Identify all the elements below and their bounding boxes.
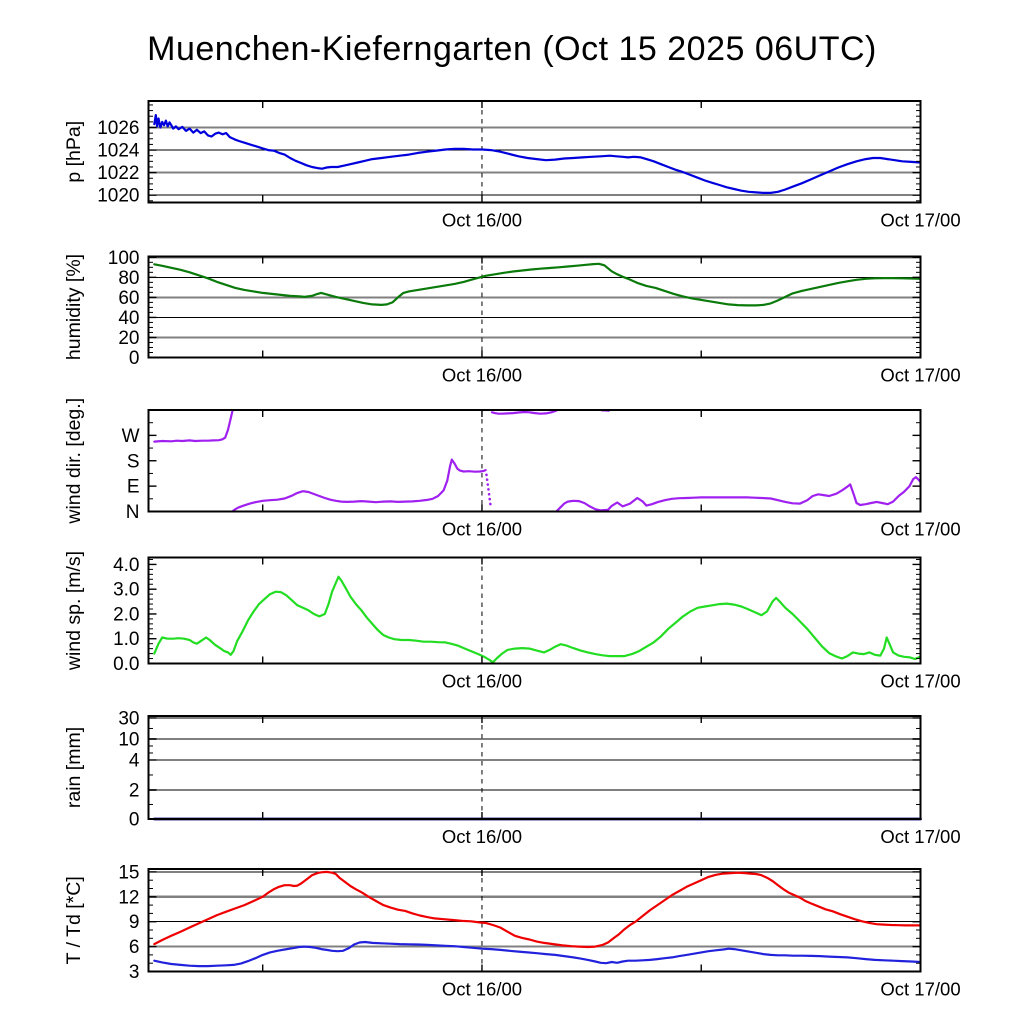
wind-direction-series-seg4 [555,476,922,512]
dewpoint-series [153,940,922,968]
ytick-label-temperature-15: 15 [118,862,139,883]
ytick-label-temperature-12: 12 [118,887,139,908]
ytick-label-wind-speed-0.0: 0.0 [113,654,139,675]
wind-direction-series-seg1 [231,458,487,513]
ytick-label-wind-speed-3.0: 3.0 [113,580,139,601]
wind-direction-series-seg0 [153,409,234,443]
ytick-label-humidity-20: 20 [118,328,139,349]
panel-border-temperature [147,868,922,973]
ytick-label-wind-direction-S: S [127,451,140,472]
panel-border-wind-speed [147,556,922,665]
humidity-series [153,262,922,307]
panel-border-pressure [147,100,922,204]
xtick-label-rain: Oct 17/00 [880,826,960,847]
xtick-label-temperature: Oct 17/00 [880,979,960,1000]
ytick-label-wind-direction-E: E [127,477,140,498]
ytick-label-temperature-3: 3 [129,962,140,983]
xtick-label-pressure: Oct 17/00 [880,210,960,231]
ytick-label-wind-speed-4.0: 4.0 [113,555,139,576]
wind-direction-series-seg3 [490,409,559,415]
ytick-label-wind-direction-W: W [122,426,140,447]
wind-speed-series [153,575,922,664]
chart-title: Muenchen-Kieferngarten (Oct 15 2025 06UT… [147,30,877,68]
panel-temperature: 3 6 9 12 15 Oct 16/00 Oct 17/00 T / Td [*C] [63,862,961,999]
panel-border-wind-direction [147,409,922,513]
ytick-label-humidity-80: 80 [118,268,139,289]
ylabel-pressure: p [hPa] [63,121,85,183]
xtick-label-wind-direction: Oct 17/00 [880,519,960,540]
ytick-label-temperature-9: 9 [129,912,140,933]
ylabel-rain: rain [mm] [63,727,85,808]
ytick-label-temperature-6: 6 [129,937,140,958]
ytick-label-rain-0: 0 [129,810,140,831]
xtick-label-temperature: Oct 16/00 [442,979,522,1000]
ytick-label-pressure-1026: 1026 [97,118,139,139]
ylabel-temperature: T / Td [*C] [63,876,85,964]
ylabel-humidity: humidity [%] [63,254,85,360]
xtick-label-wind-speed: Oct 16/00 [442,671,522,692]
ylabel-wind-speed: wind sp. [m/s] [63,551,85,671]
ytick-label-pressure-1024: 1024 [97,141,140,162]
xtick-label-rain: Oct 16/00 [442,826,522,847]
ytick-label-humidity-40: 40 [118,308,139,329]
ytick-label-wind-speed-2.0: 2.0 [113,604,139,625]
ytick-label-wind-speed-1.0: 1.0 [113,629,139,650]
panel-wind-speed: 0.0 1.0 2.0 3.0 4.0 Oct 16/00 Oct 17/00 wind sp… [63,551,961,692]
xtick-label-wind-direction: Oct 16/00 [442,519,522,540]
panel-border-rain [147,715,922,820]
ytick-label-rain-30: 30 [118,708,139,729]
xtick-label-humidity: Oct 17/00 [880,365,960,386]
pressure-series [153,113,922,194]
ytick-label-rain-2: 2 [129,780,140,801]
ytick-label-humidity-60: 60 [118,288,139,309]
temperature-series [153,870,922,949]
ytick-label-wind-direction-N: N [126,502,140,523]
xtick-label-pressure: Oct 16/00 [442,210,522,231]
xtick-label-wind-speed: Oct 17/00 [880,671,960,692]
ytick-label-pressure-1020: 1020 [97,186,139,207]
ylabel-wind-direction: wind dir. [deg.] [63,398,85,525]
panel-border-humidity [147,255,922,359]
ytick-label-pressure-1022: 1022 [97,163,139,184]
wind-direction-series-seg2 [485,473,493,511]
ytick-label-rain-10: 10 [118,729,139,750]
ytick-label-rain-4: 4 [129,750,140,771]
ytick-label-humidity-0: 0 [129,348,140,369]
xtick-label-humidity: Oct 16/00 [442,365,522,386]
ytick-label-humidity-100: 100 [108,248,140,269]
